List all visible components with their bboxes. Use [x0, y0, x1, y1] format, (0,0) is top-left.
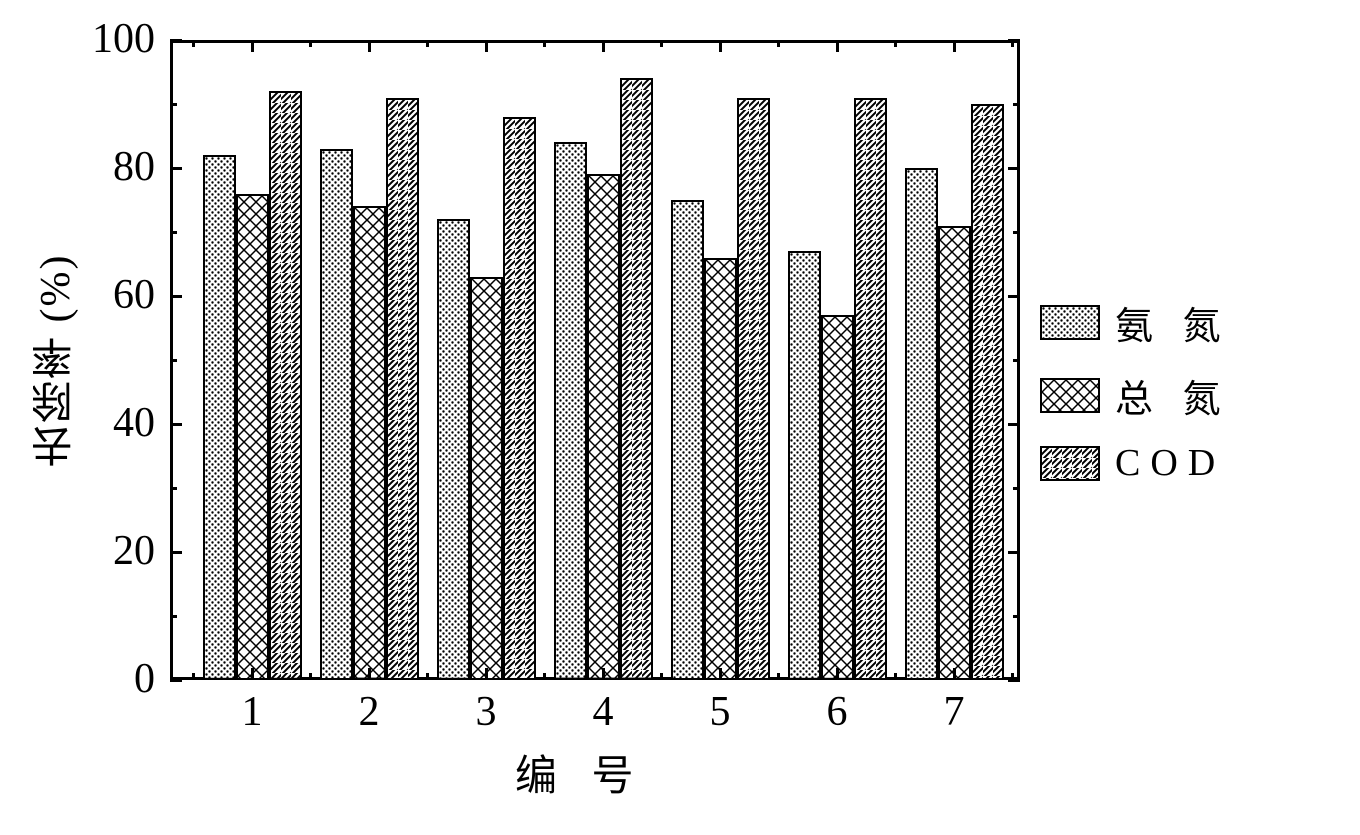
y-tick-label: 20 — [80, 527, 155, 575]
y-minor-tick — [1013, 231, 1020, 234]
y-tick-label: 60 — [80, 271, 155, 319]
y-minor-tick — [1013, 615, 1020, 618]
x-tick — [485, 668, 488, 680]
bar-chart: 去除率 (%) 编 号 氨 氮总 氮COD 020406080100123456… — [50, 30, 1310, 805]
x-minor-tick — [309, 673, 312, 680]
x-minor-tick — [894, 40, 897, 47]
y-minor-tick — [170, 615, 177, 618]
y-tick — [1008, 551, 1020, 554]
x-minor-tick — [192, 40, 195, 47]
x-tick — [251, 40, 254, 52]
x-minor-tick — [543, 673, 546, 680]
legend-item: 氨 氮 — [1040, 295, 1231, 350]
x-tick — [485, 40, 488, 52]
legend-label: COD — [1115, 441, 1225, 485]
x-minor-tick — [777, 673, 780, 680]
bar — [503, 117, 536, 680]
legend: 氨 氮总 氮 COD — [1040, 295, 1231, 503]
x-tick-label: 6 — [812, 688, 862, 736]
x-minor-tick — [543, 40, 546, 47]
y-minor-tick — [170, 103, 177, 106]
x-tick — [836, 40, 839, 52]
y-tick — [170, 39, 182, 42]
bar — [353, 206, 386, 680]
bar — [821, 315, 854, 680]
bar — [386, 98, 419, 680]
y-tick — [170, 679, 182, 682]
x-tick-label: 1 — [227, 688, 277, 736]
y-tick — [170, 295, 182, 298]
x-tick-label: 3 — [461, 688, 511, 736]
x-tick — [602, 668, 605, 680]
y-tick-label: 80 — [80, 143, 155, 191]
y-tick — [1008, 679, 1020, 682]
legend-swatch — [1040, 378, 1100, 413]
x-tick-label: 2 — [344, 688, 394, 736]
x-tick — [953, 668, 956, 680]
x-tick — [368, 40, 371, 52]
bar — [671, 200, 704, 680]
y-tick — [1008, 423, 1020, 426]
bar — [905, 168, 938, 680]
bar — [203, 155, 236, 680]
y-minor-tick — [170, 231, 177, 234]
y-minor-tick — [1013, 103, 1020, 106]
x-tick-label: 7 — [929, 688, 979, 736]
x-minor-tick — [1011, 40, 1014, 47]
x-axis-label: 编 号 — [515, 742, 646, 803]
bar — [737, 98, 770, 680]
y-tick — [170, 423, 182, 426]
x-minor-tick — [660, 40, 663, 47]
bar — [320, 149, 353, 680]
x-minor-tick — [426, 40, 429, 47]
x-minor-tick — [777, 40, 780, 47]
bar — [938, 226, 971, 680]
x-tick — [719, 40, 722, 52]
x-tick-label: 5 — [695, 688, 745, 736]
bar — [437, 219, 470, 680]
legend-label: 氨 氮 — [1115, 295, 1231, 350]
y-tick — [1008, 167, 1020, 170]
bar — [269, 91, 302, 680]
bar — [470, 277, 503, 680]
bar — [788, 251, 821, 680]
x-minor-tick — [894, 673, 897, 680]
y-tick — [1008, 295, 1020, 298]
y-minor-tick — [1013, 487, 1020, 490]
x-minor-tick — [1011, 673, 1014, 680]
x-minor-tick — [309, 40, 312, 47]
legend-label: 总 氮 — [1115, 368, 1231, 423]
legend-item: 总 氮 — [1040, 368, 1231, 423]
x-tick — [602, 40, 605, 52]
x-minor-tick — [660, 673, 663, 680]
x-tick — [953, 40, 956, 52]
y-tick — [170, 551, 182, 554]
y-axis-label: 去除率 (%) — [25, 250, 86, 470]
y-tick-label: 40 — [80, 399, 155, 447]
bar — [854, 98, 887, 680]
x-minor-tick — [426, 673, 429, 680]
bar — [620, 78, 653, 680]
x-tick — [251, 668, 254, 680]
x-tick — [836, 668, 839, 680]
bar — [554, 142, 587, 680]
legend-swatch — [1040, 305, 1100, 340]
bar — [587, 174, 620, 680]
legend-swatch — [1040, 446, 1100, 481]
x-tick — [368, 668, 371, 680]
y-tick — [1008, 39, 1020, 42]
legend-item: COD — [1040, 441, 1231, 485]
y-tick-label: 100 — [80, 15, 155, 63]
x-minor-tick — [192, 673, 195, 680]
y-minor-tick — [1013, 359, 1020, 362]
y-tick — [170, 167, 182, 170]
bar — [236, 194, 269, 680]
x-tick-label: 4 — [578, 688, 628, 736]
y-minor-tick — [170, 487, 177, 490]
bar — [704, 258, 737, 680]
bar — [971, 104, 1004, 680]
y-minor-tick — [170, 359, 177, 362]
x-tick — [719, 668, 722, 680]
y-tick-label: 0 — [80, 655, 155, 703]
